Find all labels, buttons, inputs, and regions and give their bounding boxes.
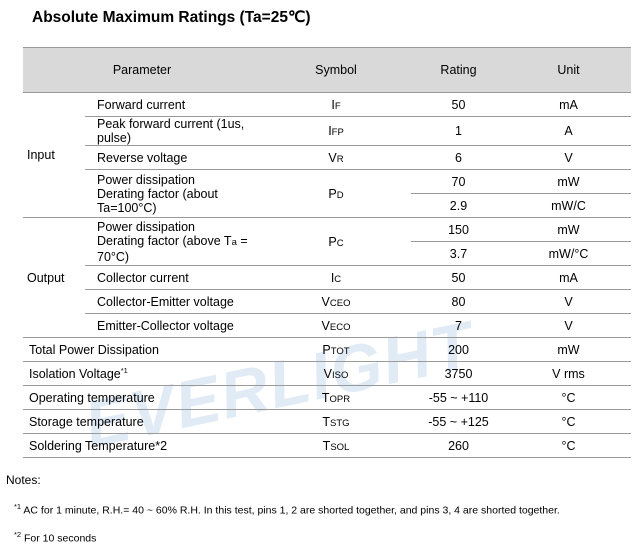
unit-cell: V	[506, 289, 631, 314]
table-row: Storage temperature TSTG -55 ~ +125 °C	[23, 409, 631, 434]
header-unit: Unit	[506, 47, 631, 93]
symbol-cell: VCEO	[261, 289, 411, 314]
rating-cell: 7	[411, 313, 506, 338]
notes-heading: Notes:	[6, 473, 41, 487]
param-cell: Storage temperature	[23, 409, 261, 434]
param-cell: Peak forward current (1us, pulse)	[85, 116, 261, 146]
table-row: Peak forward current (1us, pulse) IFP 1 …	[23, 116, 631, 146]
symbol-cell: TOPR	[261, 385, 411, 410]
rating-cell: 1	[411, 116, 506, 146]
ratings-table: Parameter Symbol Rating Unit Input Forwa…	[23, 47, 631, 458]
rating-cell: 50	[411, 265, 506, 290]
param-cell: Total Power Dissipation	[23, 337, 261, 362]
table-row: Isolation Voltage*1 VISO 3750 V rms	[23, 361, 631, 386]
param-cell: Collector-Emitter voltage	[85, 289, 261, 314]
symbol-cell: PC	[261, 217, 411, 266]
symbol-cell: PD	[261, 169, 411, 218]
unit-cell: mW/C	[506, 193, 631, 218]
rating-cell: 6	[411, 145, 506, 170]
group-label-input: Input	[27, 148, 55, 162]
unit-cell: °C	[506, 409, 631, 434]
param-cell: Soldering Temperature*2	[23, 433, 261, 458]
unit-cell: mW/°C	[506, 241, 631, 266]
symbol-cell: IC	[261, 265, 411, 290]
symbol-cell: VECO	[261, 313, 411, 338]
param-cell: Operating temperature	[23, 385, 261, 410]
table-row: Emitter-Collector voltage VECO 7 V	[23, 313, 631, 338]
page-title: Absolute Maximum Ratings (Ta=25℃)	[32, 9, 311, 26]
unit-cell: V	[506, 145, 631, 170]
param-cell: Isolation Voltage*1	[23, 361, 261, 386]
param-cell: Emitter-Collector voltage	[85, 313, 261, 338]
table-row: Collector-Emitter voltage VCEO 80 V	[23, 289, 631, 314]
rating-cell: 260	[411, 433, 506, 458]
unit-cell: mW	[506, 337, 631, 362]
table-row: 3.7 mW/°C	[23, 241, 631, 266]
unit-cell: mA	[506, 265, 631, 290]
unit-cell: mW	[506, 217, 631, 242]
param-cell: Power dissipation Derating factor (about…	[85, 169, 261, 218]
unit-cell: V	[506, 313, 631, 338]
symbol-cell: IF	[331, 97, 341, 112]
table-row: 2.9 mW/C	[23, 193, 631, 218]
symbol-cell: PTOT	[261, 337, 411, 362]
rating-cell: 3750	[411, 361, 506, 386]
note-2: *2 For 10 seconds	[14, 530, 97, 545]
rating-cell: 150	[411, 217, 506, 242]
param-cell: Power dissipation Derating factor (above…	[85, 217, 261, 266]
rating-cell: -55 ~ +125	[411, 409, 506, 434]
table-row: Power dissipation Derating factor (about…	[23, 169, 631, 218]
unit-cell: V rms	[506, 361, 631, 386]
rating-cell: 50	[451, 97, 466, 112]
rating-cell: 2.9	[411, 193, 506, 218]
unit-cell: °C	[506, 433, 631, 458]
unit-cell: °C	[506, 385, 631, 410]
unit-cell: A	[506, 116, 631, 146]
symbol-cell: VR	[261, 145, 411, 170]
param-cell: Collector current	[85, 265, 261, 290]
unit-cell: mW	[506, 169, 631, 194]
rating-cell: 80	[411, 289, 506, 314]
header-parameter: Parameter	[23, 47, 261, 93]
table-row: Total Power Dissipation PTOT 200 mW	[23, 337, 631, 362]
table-row: Output Power dissipation Derating factor…	[23, 217, 631, 338]
symbol-cell: TSTG	[261, 409, 411, 434]
symbol-cell: VISO	[261, 361, 411, 386]
table-row: Reverse voltage VR 6 V	[23, 145, 631, 170]
table-row: Operating temperature TOPR -55 ~ +110 °C	[23, 385, 631, 410]
table-row: Soldering Temperature*2 TSOL 260 °C	[23, 433, 631, 458]
table-row: Collector current IC 50 mA	[23, 265, 631, 290]
rating-cell: 3.7	[411, 241, 506, 266]
param-cell: Reverse voltage	[85, 145, 261, 170]
rating-cell: 200	[411, 337, 506, 362]
rating-cell: 70	[411, 169, 506, 194]
symbol-cell: IFP	[261, 116, 411, 146]
table-header-row: Parameter Symbol Rating Unit	[23, 47, 631, 93]
group-label-output: Output	[23, 217, 85, 338]
header-rating: Rating	[411, 47, 506, 93]
rating-cell: -55 ~ +110	[411, 385, 506, 410]
symbol-cell: TSOL	[261, 433, 411, 458]
table-row: Input Forward current IF 50 mA	[23, 93, 631, 163]
param-cell: Forward current	[97, 97, 186, 112]
header-symbol: Symbol	[261, 47, 411, 93]
unit-cell: mA	[559, 97, 578, 112]
note-1: *1 AC for 1 minute, R.H.= 40 ~ 60% R.H. …	[14, 502, 560, 517]
